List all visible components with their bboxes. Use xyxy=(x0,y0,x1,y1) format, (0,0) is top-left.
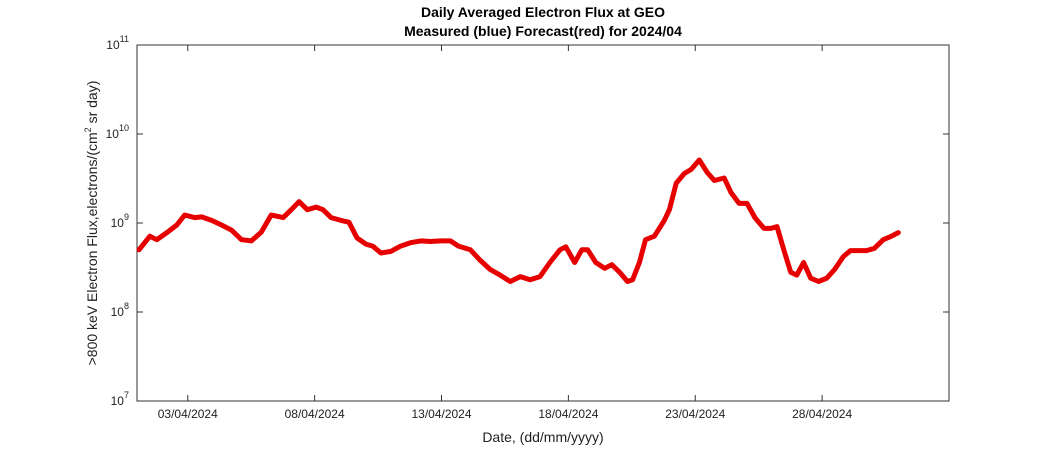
y-tick-exponent: 11 xyxy=(120,34,129,44)
y-tick-exponent: 7 xyxy=(124,390,129,400)
y-tick-base: 10 xyxy=(111,305,125,319)
y-tick-label: 1011 xyxy=(106,34,129,52)
x-tick-label: 13/04/2024 xyxy=(411,407,471,421)
x-axis-label: Date, (dd/mm/yyyy) xyxy=(482,429,603,445)
x-tick-label: 18/04/2024 xyxy=(538,407,598,421)
y-tick-label: 107 xyxy=(111,390,129,408)
x-tick-label: 08/04/2024 xyxy=(285,407,345,421)
chart-title: Daily Averaged Electron Flux at GEO xyxy=(421,4,665,20)
y-tick-base: 10 xyxy=(106,38,120,52)
chart-subtitle: Measured (blue) Forecast(red) for 2024/0… xyxy=(404,23,682,39)
x-tick-label: 03/04/2024 xyxy=(158,407,218,421)
y-axis-label: >800 keV Electron Flux,electrons/(cm2 sr… xyxy=(83,81,100,366)
y-tick-base: 10 xyxy=(111,394,125,408)
y-tick-exponent: 9 xyxy=(124,212,129,222)
y-tick-exponent: 10 xyxy=(119,123,129,133)
y-tick-label: 108 xyxy=(111,301,129,319)
y-tick-label: 109 xyxy=(111,212,129,230)
y-axis-label-text: sr day) xyxy=(84,81,100,128)
y-axis-label-superscript: 2 xyxy=(83,127,93,132)
flux-line xyxy=(136,157,901,284)
y-tick-base: 10 xyxy=(106,127,120,141)
y-axis-label-text: >800 keV Electron Flux,electrons/(cm xyxy=(84,132,100,365)
y-tick-label: 1010 xyxy=(106,123,129,141)
x-tick-label: 23/04/2024 xyxy=(665,407,725,421)
y-tick-exponent: 8 xyxy=(124,301,129,311)
plot-frame xyxy=(136,44,950,402)
y-tick-base: 10 xyxy=(111,216,125,230)
x-tick-label: 28/04/2024 xyxy=(792,407,852,421)
